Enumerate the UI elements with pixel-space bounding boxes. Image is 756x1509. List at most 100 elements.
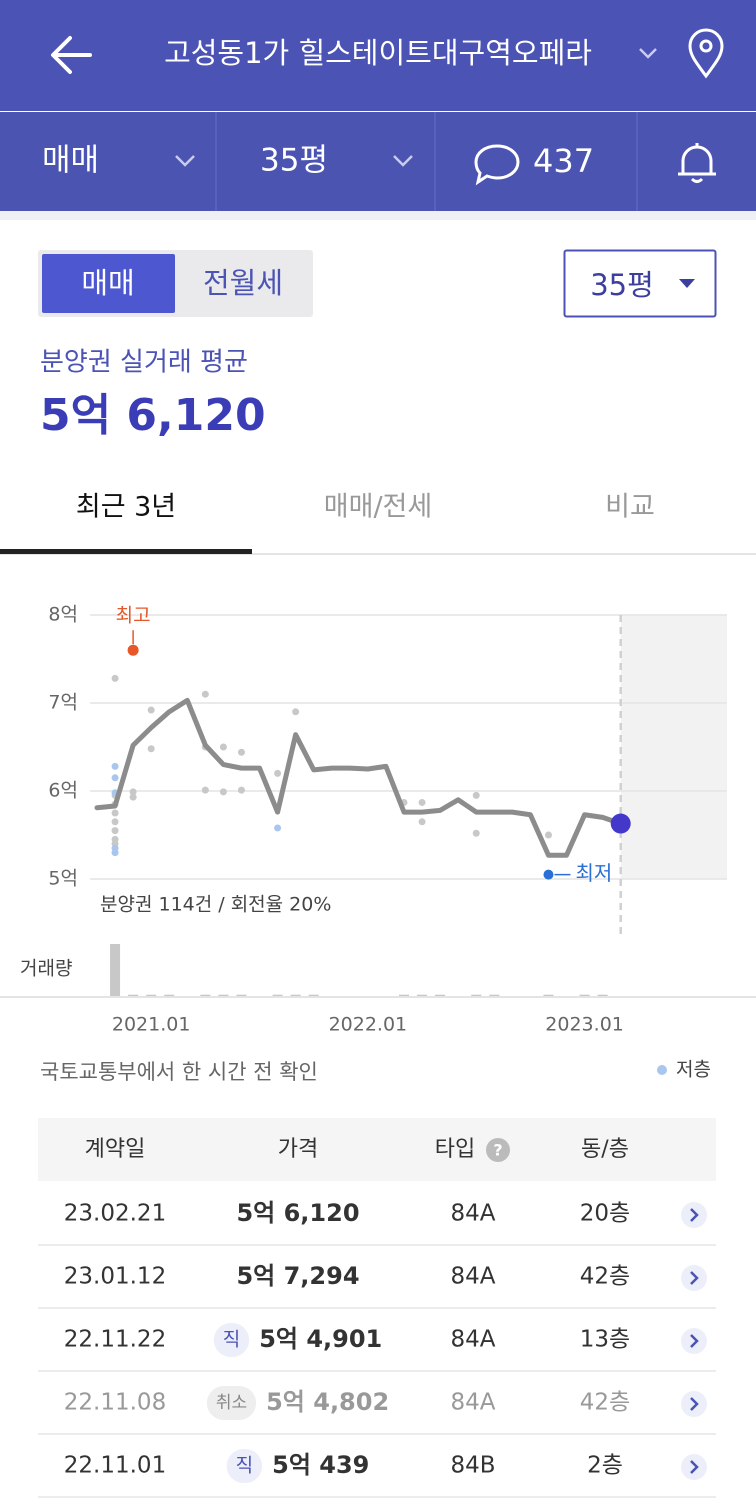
deal-point (219, 788, 227, 796)
deal-point (201, 786, 209, 794)
divider-strip (0, 211, 756, 220)
detail-button[interactable] (681, 1202, 707, 1228)
x-tick-label: 2023.01 (545, 1014, 624, 1036)
deal-point (237, 748, 245, 756)
help-icon[interactable] (486, 1138, 510, 1162)
size-chevron[interactable] (393, 155, 413, 167)
badge-bg (226, 1449, 263, 1483)
deal-point (418, 818, 426, 826)
deal-date: 23.01.12 (64, 1264, 166, 1290)
deal-filter[interactable]: 매매 (42, 143, 99, 179)
deal-date: 23.02.21 (64, 1201, 166, 1227)
tab-indicator (0, 549, 252, 554)
column-header: 타입 (435, 1137, 475, 1162)
volume-bar (543, 994, 554, 996)
toggle-active[interactable] (42, 254, 175, 313)
dropdown-arrow[interactable] (679, 279, 695, 288)
comment-icon[interactable] (474, 144, 520, 186)
help-icon-mark: ? (493, 1141, 502, 1160)
summary-label: 분양권 실거래 평균 (40, 348, 248, 378)
deal-point (201, 690, 209, 698)
deal-badge: 직 (236, 1455, 253, 1477)
volume-bar (417, 994, 428, 996)
badge-bg (206, 1386, 257, 1420)
size-filter[interactable]: 35평 (260, 143, 328, 179)
tab[interactable]: 매매/전세 (324, 492, 432, 523)
low-floor-point (274, 824, 282, 832)
page-title[interactable]: 고성동1가 힐스테이트대구역오페라 (164, 36, 592, 70)
future-shade (620, 615, 727, 879)
y-tick-label: 8억 (48, 604, 78, 626)
detail-button[interactable] (681, 1265, 707, 1291)
deal-badge: 취소 (216, 1393, 247, 1413)
comment-count[interactable]: 437 (533, 142, 594, 180)
toggle-option[interactable]: 전월세 (203, 266, 283, 300)
volume-bar (164, 994, 175, 996)
deal-chevron[interactable] (175, 155, 195, 167)
deal-date: 22.11.08 (64, 1390, 166, 1416)
back-button[interactable] (51, 36, 92, 74)
alert-button[interactable] (678, 143, 716, 183)
low-floor-point (111, 774, 119, 782)
title-chevron[interactable] (639, 48, 657, 59)
volume-bar (236, 994, 247, 996)
deal-price: 5억 4,901 (259, 1325, 382, 1353)
deal-price: 5억 6,120 (236, 1199, 359, 1227)
deal-point (292, 708, 300, 716)
y-tick-label: 6억 (48, 780, 78, 802)
low-floor-point (111, 849, 119, 857)
column-header: 동/층 (581, 1137, 629, 1162)
volume-bar (110, 944, 121, 996)
detail-chevron[interactable] (690, 1397, 699, 1411)
detail-button[interactable] (681, 1454, 707, 1480)
deal-price: 5억 7,294 (236, 1262, 359, 1290)
volume-bar (489, 994, 500, 996)
deal-type: 84A (450, 1264, 495, 1290)
volume-bar (218, 994, 229, 996)
legend-label: 저층 (676, 1059, 711, 1081)
volume-bar (200, 994, 211, 996)
low-label: 최저 (575, 861, 612, 885)
deal-date: 22.11.22 (64, 1327, 166, 1353)
deal-point (147, 706, 155, 714)
detail-chevron[interactable] (690, 1271, 699, 1285)
deal-point (472, 829, 480, 837)
detail-chevron[interactable] (690, 1460, 699, 1474)
deal-point (219, 743, 227, 751)
deal-point (111, 674, 119, 682)
location-button[interactable] (688, 28, 724, 79)
size-dropdown[interactable] (563, 249, 717, 318)
volume-bar (597, 994, 608, 996)
tab[interactable]: 최근 3년 (76, 492, 176, 523)
deal-floor: 42층 (580, 1390, 630, 1416)
detail-chevron[interactable] (690, 1334, 699, 1348)
detail-button[interactable] (681, 1391, 707, 1417)
size-dropdown-label[interactable]: 35평 (590, 268, 654, 302)
deal-point (111, 809, 119, 817)
deal-type: 84A (450, 1390, 495, 1416)
detail-button[interactable] (681, 1328, 707, 1354)
column-header: 가격 (278, 1137, 318, 1162)
column-header: 계약일 (85, 1137, 146, 1162)
deal-point (129, 793, 137, 801)
volume-bar (272, 994, 283, 996)
detail-chevron[interactable] (690, 1208, 699, 1222)
source-note: 국토교통부에서 한 시간 전 확인 (40, 1060, 318, 1084)
deal-floor: 42층 (580, 1264, 630, 1290)
latest-point (610, 813, 631, 834)
tab[interactable]: 비교 (605, 492, 655, 523)
deal-price: 5억 4,802 (266, 1388, 389, 1416)
deal-type: 84A (450, 1201, 495, 1227)
volume-bar (308, 994, 319, 996)
deal-point (274, 769, 282, 777)
deal-floor: 20층 (580, 1201, 630, 1227)
high-label: 최고 (116, 605, 151, 627)
price-line (94, 697, 624, 858)
deal-price: 5억 439 (272, 1451, 369, 1479)
toggle-option[interactable]: 매매 (81, 266, 134, 300)
deal-table: 계약일 가격 타입 동/층? 23.02.21 5억 6,120 84A 20층 23.01.1… (38, 1118, 716, 1498)
volume-bar (399, 994, 409, 996)
